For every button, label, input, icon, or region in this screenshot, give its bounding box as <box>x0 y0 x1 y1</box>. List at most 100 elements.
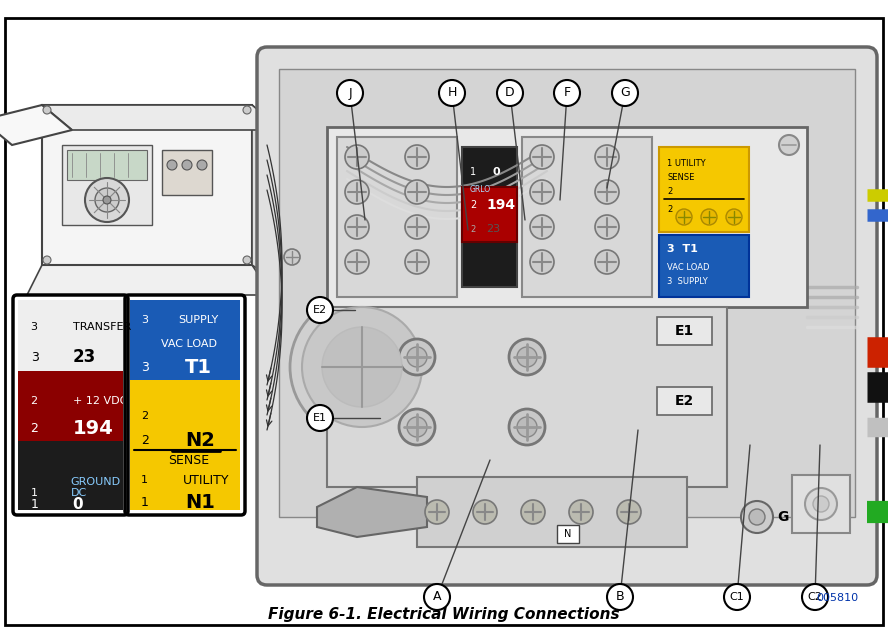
Text: 1 UTILITY: 1 UTILITY <box>667 159 706 168</box>
Text: 3: 3 <box>141 315 148 325</box>
Circle shape <box>322 327 402 407</box>
FancyBboxPatch shape <box>257 47 877 585</box>
Text: 1: 1 <box>141 496 149 509</box>
Polygon shape <box>42 105 282 130</box>
Text: 2: 2 <box>141 435 149 447</box>
Circle shape <box>424 584 450 610</box>
Circle shape <box>167 160 177 170</box>
Polygon shape <box>317 487 427 537</box>
Circle shape <box>813 496 829 512</box>
Text: F: F <box>564 86 571 99</box>
Text: SENSE: SENSE <box>169 454 210 467</box>
Text: J: J <box>348 86 352 99</box>
Circle shape <box>473 500 497 524</box>
Circle shape <box>802 584 828 610</box>
Text: 1: 1 <box>30 488 37 499</box>
Text: E1: E1 <box>674 324 694 338</box>
Bar <box>337 137 457 297</box>
Text: + 12 VDC: + 12 VDC <box>73 396 127 406</box>
Text: 2: 2 <box>30 422 38 435</box>
Circle shape <box>569 500 593 524</box>
Circle shape <box>749 509 765 525</box>
Polygon shape <box>42 105 252 265</box>
Circle shape <box>595 250 619 274</box>
Polygon shape <box>27 265 272 295</box>
Bar <box>130 380 240 510</box>
Text: D: D <box>505 86 515 99</box>
Circle shape <box>554 80 580 106</box>
Circle shape <box>425 500 449 524</box>
Bar <box>462 187 517 242</box>
Text: 1: 1 <box>30 498 38 511</box>
Circle shape <box>302 307 422 427</box>
Text: TRANSFER: TRANSFER <box>73 322 131 332</box>
Circle shape <box>530 145 554 169</box>
Bar <box>417 477 687 547</box>
Text: N: N <box>564 529 572 539</box>
Text: 0: 0 <box>492 167 500 177</box>
Bar <box>327 307 727 487</box>
Text: 1: 1 <box>141 475 148 485</box>
Text: 3: 3 <box>30 322 37 332</box>
Text: 3: 3 <box>30 351 38 364</box>
Circle shape <box>521 500 545 524</box>
Circle shape <box>612 80 638 106</box>
Text: VAC LOAD: VAC LOAD <box>161 339 217 349</box>
Bar <box>657 387 712 415</box>
Circle shape <box>595 180 619 204</box>
Text: 3  SUPPLY: 3 SUPPLY <box>667 278 708 287</box>
Circle shape <box>779 135 799 155</box>
Text: T1: T1 <box>185 358 212 378</box>
Text: 0: 0 <box>73 497 83 512</box>
Circle shape <box>509 409 545 445</box>
Circle shape <box>724 584 750 610</box>
Circle shape <box>182 160 192 170</box>
Circle shape <box>337 80 363 106</box>
Bar <box>327 127 807 307</box>
Text: G: G <box>620 86 630 99</box>
Text: E1: E1 <box>313 413 327 423</box>
Bar <box>162 150 212 195</box>
Bar <box>130 300 240 380</box>
Circle shape <box>607 584 633 610</box>
Text: 194: 194 <box>73 419 114 438</box>
Circle shape <box>530 250 554 274</box>
Text: UTILITY: UTILITY <box>183 474 229 486</box>
Circle shape <box>95 188 119 212</box>
Bar <box>18 300 123 371</box>
Bar <box>62 145 152 225</box>
Text: C1: C1 <box>730 592 744 602</box>
Text: N1: N1 <box>185 493 215 512</box>
Text: 2: 2 <box>667 205 672 214</box>
Circle shape <box>497 80 523 106</box>
Bar <box>657 317 712 345</box>
Circle shape <box>345 180 369 204</box>
Text: C2: C2 <box>807 592 822 602</box>
Text: 2: 2 <box>141 412 148 421</box>
Circle shape <box>43 256 51 264</box>
Circle shape <box>345 250 369 274</box>
Text: E2: E2 <box>674 394 694 408</box>
Text: 3  T1: 3 T1 <box>667 244 698 254</box>
Circle shape <box>530 215 554 239</box>
Bar <box>279 69 855 517</box>
Bar <box>522 137 652 297</box>
Circle shape <box>284 249 300 265</box>
Circle shape <box>595 145 619 169</box>
Circle shape <box>197 160 207 170</box>
Bar <box>557 525 579 543</box>
Circle shape <box>517 347 537 367</box>
Circle shape <box>345 145 369 169</box>
Circle shape <box>676 209 692 225</box>
Text: SUPPLY: SUPPLY <box>178 315 218 325</box>
Text: 005810: 005810 <box>816 593 858 603</box>
Circle shape <box>405 145 429 169</box>
Text: 2: 2 <box>667 188 672 196</box>
Circle shape <box>405 180 429 204</box>
Circle shape <box>617 500 641 524</box>
Text: N2: N2 <box>185 431 215 451</box>
Circle shape <box>243 106 251 114</box>
Circle shape <box>405 250 429 274</box>
Text: 23: 23 <box>486 224 500 234</box>
Circle shape <box>439 80 465 106</box>
